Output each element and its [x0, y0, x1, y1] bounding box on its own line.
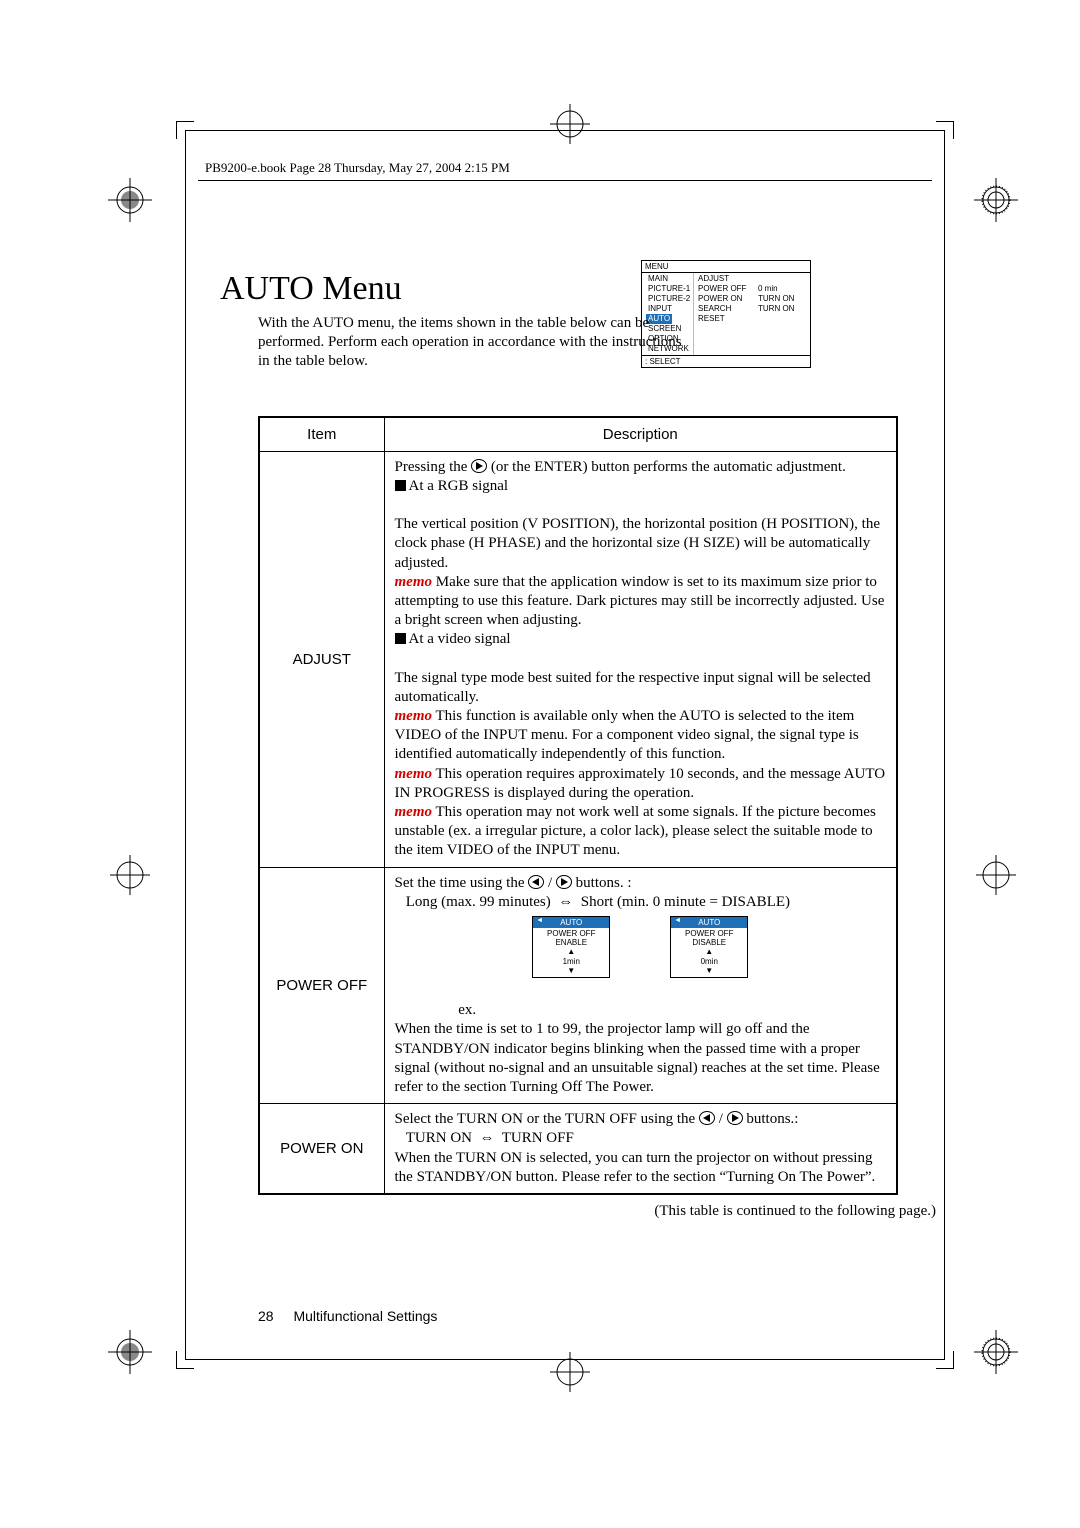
table-continuation-note: (This table is continued to the followin…: [258, 1203, 936, 1220]
osd-mini-title: AUTO: [671, 917, 747, 928]
osd-mini-line: ▲: [533, 947, 609, 956]
page-footer: 28 Multifunctional Settings: [258, 1308, 437, 1324]
osd-mini-line: POWER OFF: [671, 929, 747, 938]
table-row-label: POWER ON: [259, 1104, 384, 1194]
table-row: ADJUSTPressing the (or the ENTER) button…: [259, 451, 897, 867]
osd-mini-line: DISABLE: [671, 938, 747, 947]
registration-mark: [548, 1350, 592, 1394]
page-title: AUTO Menu: [220, 270, 920, 308]
page-header-meta: PB9200-e.book Page 28 Thursday, May 27, …: [205, 160, 510, 176]
osd-mini-box: AUTOPOWER OFFENABLE▲1min▼: [532, 916, 610, 978]
table-row: POWER OFFSet the time using the / button…: [259, 867, 897, 1104]
table-row-label: ADJUST: [259, 451, 384, 867]
header-rule: [198, 180, 932, 181]
table-row-desc: Pressing the (or the ENTER) button perfo…: [384, 451, 897, 867]
intro-paragraph: With the AUTO menu, the items shown in t…: [258, 314, 688, 372]
registration-mark: [108, 178, 152, 222]
registration-mark: [108, 853, 152, 897]
osd-mini-box: AUTOPOWER OFFDISABLE▲0min▼: [670, 916, 748, 978]
crop-mark: [936, 121, 954, 139]
osd-mini-line: ▼: [533, 966, 609, 975]
osd-mini-line: 1min: [533, 957, 609, 966]
registration-mark: [974, 178, 1018, 222]
table-row-desc: Select the TURN ON or the TURN OFF using…: [384, 1104, 897, 1194]
auto-menu-table: Item Description ADJUSTPressing the (or …: [258, 416, 898, 1195]
table-row: POWER ONSelect the TURN ON or the TURN O…: [259, 1104, 897, 1194]
osd-mini-line: ▲: [671, 947, 747, 956]
table-row-desc: Set the time using the / buttons. : Long…: [384, 867, 897, 1104]
osd-mini-line: ▼: [671, 966, 747, 975]
crop-mark: [936, 1351, 954, 1369]
osd-mini-title: AUTO: [533, 917, 609, 928]
crop-mark: [176, 121, 194, 139]
table-header-desc: Description: [384, 417, 897, 452]
page-number: 28: [258, 1308, 274, 1324]
osd-mini-line: 0min: [671, 957, 747, 966]
osd-mini-line: POWER OFF: [533, 929, 609, 938]
registration-mark: [974, 1330, 1018, 1374]
footer-text: Multifunctional Settings: [293, 1308, 437, 1324]
table-row-label: POWER OFF: [259, 867, 384, 1104]
registration-mark: [548, 102, 592, 146]
table-header-item: Item: [259, 417, 384, 452]
registration-mark: [108, 1330, 152, 1374]
registration-mark: [974, 853, 1018, 897]
osd-mini-line: ENABLE: [533, 938, 609, 947]
crop-mark: [176, 1351, 194, 1369]
